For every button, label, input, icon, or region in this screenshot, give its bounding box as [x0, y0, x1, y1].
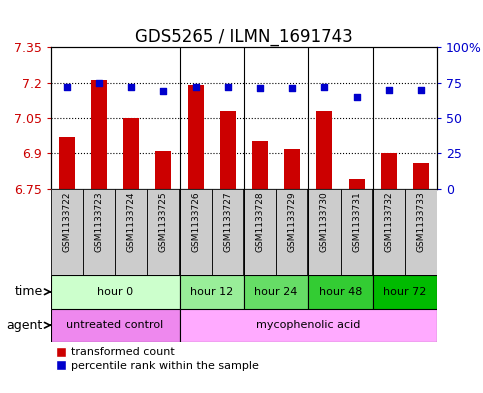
- Text: GSM1133725: GSM1133725: [159, 191, 168, 252]
- Bar: [180, 309, 437, 342]
- Text: GSM1133732: GSM1133732: [384, 191, 393, 252]
- Bar: [83, 189, 115, 275]
- Point: [95, 79, 103, 86]
- Bar: [115, 189, 147, 275]
- Point: [321, 84, 328, 90]
- Text: untreated control: untreated control: [67, 320, 164, 330]
- Bar: [413, 163, 429, 189]
- Point: [288, 85, 296, 91]
- Text: GSM1133730: GSM1133730: [320, 191, 329, 252]
- Text: GSM1133728: GSM1133728: [256, 191, 265, 252]
- Text: hour 72: hour 72: [383, 287, 426, 297]
- Bar: [308, 275, 373, 309]
- Text: mycophenolic acid: mycophenolic acid: [256, 320, 360, 330]
- Text: GSM1133724: GSM1133724: [127, 191, 136, 252]
- Bar: [373, 275, 437, 309]
- Text: hour 0: hour 0: [97, 287, 133, 297]
- Point: [385, 86, 393, 93]
- Bar: [51, 275, 180, 309]
- Point: [353, 94, 360, 100]
- Bar: [187, 85, 204, 189]
- Bar: [349, 179, 365, 189]
- Bar: [220, 111, 236, 189]
- Bar: [316, 111, 332, 189]
- Text: GSM1133729: GSM1133729: [288, 191, 297, 252]
- Text: hour 48: hour 48: [319, 287, 362, 297]
- Bar: [381, 153, 397, 189]
- Bar: [341, 189, 373, 275]
- Title: GDS5265 / ILMN_1691743: GDS5265 / ILMN_1691743: [135, 28, 353, 46]
- Point: [224, 84, 232, 90]
- Text: GSM1133731: GSM1133731: [352, 191, 361, 252]
- Bar: [59, 137, 75, 189]
- Point: [63, 84, 71, 90]
- Text: GSM1133723: GSM1133723: [95, 191, 103, 252]
- Text: hour 24: hour 24: [255, 287, 298, 297]
- Bar: [212, 189, 244, 275]
- Bar: [51, 309, 180, 342]
- Point: [256, 85, 264, 91]
- Bar: [156, 151, 171, 189]
- Point: [159, 88, 167, 94]
- Bar: [180, 275, 244, 309]
- Bar: [308, 189, 341, 275]
- Point: [192, 84, 199, 90]
- Text: GSM1133726: GSM1133726: [191, 191, 200, 252]
- Text: agent: agent: [7, 319, 43, 332]
- Bar: [244, 189, 276, 275]
- Text: time: time: [15, 285, 43, 298]
- Text: GSM1133727: GSM1133727: [223, 191, 232, 252]
- Bar: [91, 80, 107, 189]
- Bar: [284, 149, 300, 189]
- Bar: [51, 189, 83, 275]
- Bar: [147, 189, 180, 275]
- Bar: [373, 189, 405, 275]
- Bar: [405, 189, 437, 275]
- Point: [128, 84, 135, 90]
- Text: GSM1133722: GSM1133722: [62, 191, 71, 252]
- Legend: transformed count, percentile rank within the sample: transformed count, percentile rank withi…: [57, 347, 258, 371]
- Point: [417, 86, 425, 93]
- Text: hour 12: hour 12: [190, 287, 233, 297]
- Bar: [123, 118, 139, 189]
- Bar: [276, 189, 308, 275]
- Bar: [252, 141, 268, 189]
- Bar: [180, 189, 212, 275]
- Text: GSM1133733: GSM1133733: [416, 191, 426, 252]
- Bar: [244, 275, 308, 309]
